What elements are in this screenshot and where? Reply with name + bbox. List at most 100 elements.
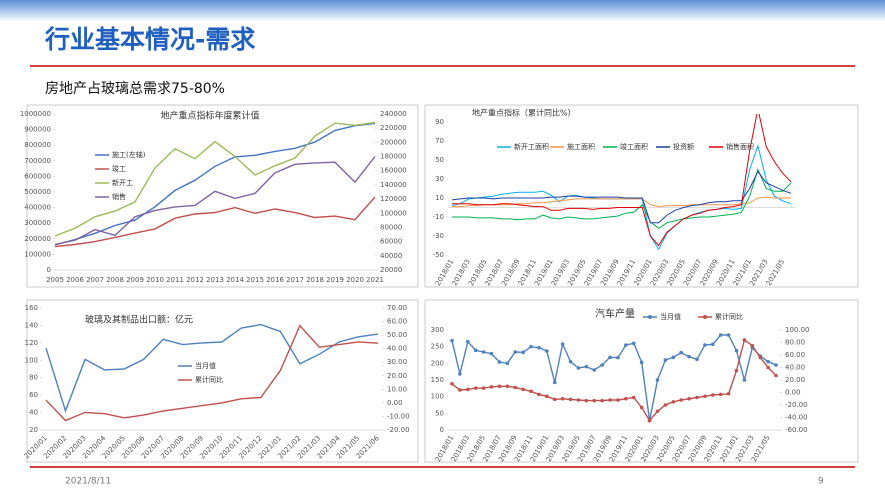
y2-tick-label: -20.00 [387, 426, 410, 434]
point [710, 393, 715, 397]
x-tick-label: 2021 [366, 276, 384, 284]
point [631, 341, 636, 346]
point [600, 398, 604, 403]
legend-label: 累计同比 [715, 312, 743, 321]
chart-panel: 玻璃及其制品出口额：亿元 20 40 60 80 100 120 140 160 -20.00 -1… [23, 299, 419, 463]
point [466, 339, 470, 344]
y2-tick-label: 0.00 [785, 389, 801, 397]
point [473, 348, 478, 353]
y-tick-label: 300000 [24, 219, 51, 227]
y-tick-label: 200000 [24, 235, 51, 243]
point [695, 357, 699, 362]
point [473, 386, 478, 390]
y2-tick-label: 160000 [380, 167, 407, 175]
y-tick-label: 40 [29, 409, 38, 417]
legend-marker [703, 315, 707, 319]
x-tick-label: 2008 [106, 276, 124, 284]
y2-tick-label: 100000 [380, 209, 407, 217]
point [679, 398, 683, 402]
series-line [55, 156, 375, 246]
point [679, 350, 683, 355]
point [710, 342, 715, 347]
y-tick-label: 90 [435, 118, 444, 126]
y-tick-label: 70 [435, 137, 444, 145]
y2-tick-label: 240000 [380, 110, 407, 118]
point [639, 405, 644, 410]
legend-label: 当月值 [195, 361, 216, 370]
point [450, 381, 454, 386]
point [458, 372, 462, 376]
point [576, 366, 581, 370]
x-tick-label: 2014 [226, 276, 244, 284]
y-tick-label: 200 [431, 359, 444, 367]
chart-title: 地产重点指标年度累计值 [160, 110, 259, 122]
point [497, 384, 502, 389]
y2-tick-label: 60.00 [387, 318, 407, 326]
y-tick-label: 20 [29, 426, 38, 434]
y2-tick-label: 20000 [380, 266, 402, 274]
series-line [55, 122, 375, 246]
point [671, 355, 676, 360]
y2-tick-label: 40.00 [387, 345, 407, 353]
point [631, 395, 636, 400]
point [505, 384, 510, 389]
point [513, 385, 518, 390]
point [584, 398, 589, 403]
y-tick-label: 50 [435, 156, 444, 164]
legend-marker [648, 315, 652, 319]
legend-label: 新开工 [112, 178, 133, 187]
point [766, 365, 770, 370]
chart-title: 汽车产量 [595, 307, 635, 320]
point [742, 338, 747, 342]
point [695, 395, 699, 400]
point [774, 363, 778, 367]
point [521, 387, 525, 392]
point [734, 348, 739, 353]
x-tick-label: 2009 [126, 276, 144, 284]
point [639, 360, 644, 365]
point [481, 350, 486, 354]
point [450, 338, 454, 343]
point [576, 398, 581, 402]
point [616, 398, 620, 402]
y2-tick-label: 60000 [380, 238, 402, 246]
y-tick-label: 150 [431, 376, 444, 384]
charts: 地产重点指标年度累计值01000002000003000004000005000… [20, 104, 859, 463]
point [481, 386, 486, 390]
point [552, 380, 557, 385]
point [624, 396, 628, 401]
series-line [55, 196, 375, 248]
panel-frame [424, 104, 859, 288]
point [608, 355, 612, 360]
legend-label: 竣工 [112, 164, 126, 173]
point [513, 350, 518, 354]
y-tick-label: 100 [25, 356, 38, 364]
y-tick-label: 800000 [24, 141, 51, 149]
series-line [55, 121, 375, 237]
point [703, 394, 707, 399]
point [497, 360, 502, 364]
y2-tick-label: 200000 [380, 138, 407, 146]
legend-label: 施工面积 [567, 142, 595, 151]
y2-tick-label: 40.00 [785, 364, 805, 372]
point [774, 373, 778, 378]
legend-label: 累计同比 [195, 375, 223, 384]
point [592, 368, 597, 372]
y2-tick-label: 80.00 [785, 339, 805, 347]
panel-frame [424, 299, 859, 463]
point [600, 363, 604, 367]
y-tick-label: 100000 [24, 250, 51, 258]
point [718, 392, 723, 397]
point [647, 418, 652, 423]
legend-label: 投资额 [673, 142, 694, 151]
point [584, 364, 589, 369]
y2-tick-label: 70.00 [387, 304, 407, 312]
point [687, 354, 691, 359]
y-tick-label: 140 [25, 321, 38, 329]
point [671, 400, 676, 404]
y-tick-label: 1000000 [20, 110, 51, 118]
x-tick-label: 2015 [246, 276, 264, 284]
series-line [45, 324, 379, 422]
y-tick-label: 250 [431, 343, 444, 351]
y-tick-label: 160 [25, 304, 38, 312]
